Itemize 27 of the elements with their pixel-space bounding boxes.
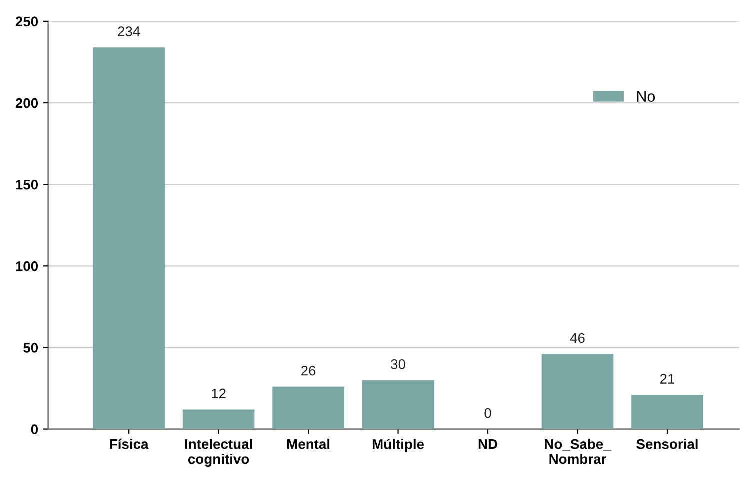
- data-label: 0: [484, 408, 492, 418]
- x-tick-label: Mental: [287, 439, 330, 450]
- bar: [542, 354, 614, 430]
- y-tick-label: 200: [16, 98, 38, 108]
- bar: [182, 410, 255, 430]
- x-tick-label: ND: [478, 440, 498, 450]
- data-label: 46: [570, 333, 585, 344]
- legend-label: No: [637, 91, 656, 102]
- y-tick-label: 100: [16, 262, 38, 272]
- data-label: 21: [660, 374, 675, 384]
- bar: [93, 48, 165, 430]
- x-tick-label: No_Sabe_ Nombrar: [545, 439, 612, 464]
- x-tick-label: Sensorial: [636, 439, 698, 450]
- x-tick-label: Física: [110, 438, 149, 450]
- bar: [362, 380, 434, 430]
- data-label: 234: [118, 26, 140, 36]
- y-tick-label: 250: [16, 16, 38, 27]
- data-label: 30: [391, 359, 406, 370]
- x-tick-label: Intelectual cognitivo: [185, 439, 252, 467]
- y-tick-label: 0: [31, 424, 38, 434]
- y-tick-label: 50: [24, 343, 38, 353]
- data-label: 26: [302, 366, 316, 376]
- y-tick-label: 150: [16, 180, 38, 190]
- data-label: 12: [212, 388, 226, 399]
- bar: [632, 395, 704, 430]
- x-tick-label: Múltiple: [372, 439, 424, 452]
- bar: [272, 386, 344, 430]
